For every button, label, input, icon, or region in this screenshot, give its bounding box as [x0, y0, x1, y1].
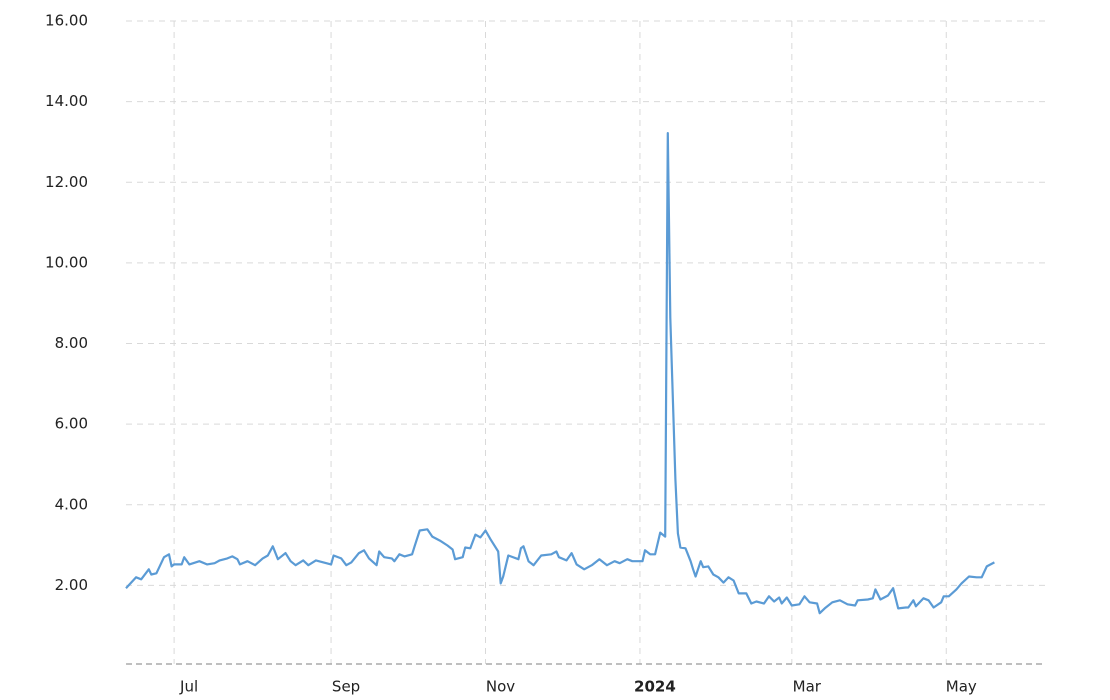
x-tick-label: 2024	[634, 678, 676, 696]
x-tick-label: Nov	[486, 678, 515, 696]
y-tick-label: 10.00	[45, 253, 88, 271]
y-tick-label: 4.00	[55, 495, 88, 513]
x-tick-label: Jul	[179, 678, 198, 696]
y-tick-label: 12.00	[45, 173, 88, 191]
y-tick-label: 2.00	[55, 576, 88, 594]
x-tick-label: May	[946, 678, 977, 696]
y-tick-label: 14.00	[45, 92, 88, 110]
x-tick-label: Mar	[793, 678, 822, 696]
y-tick-label: 6.00	[55, 415, 88, 433]
y-tick-label: 8.00	[55, 334, 88, 352]
data-line	[125, 132, 995, 615]
x-tick-label: Sep	[332, 678, 360, 696]
y-tick-label: 16.00	[45, 12, 88, 30]
